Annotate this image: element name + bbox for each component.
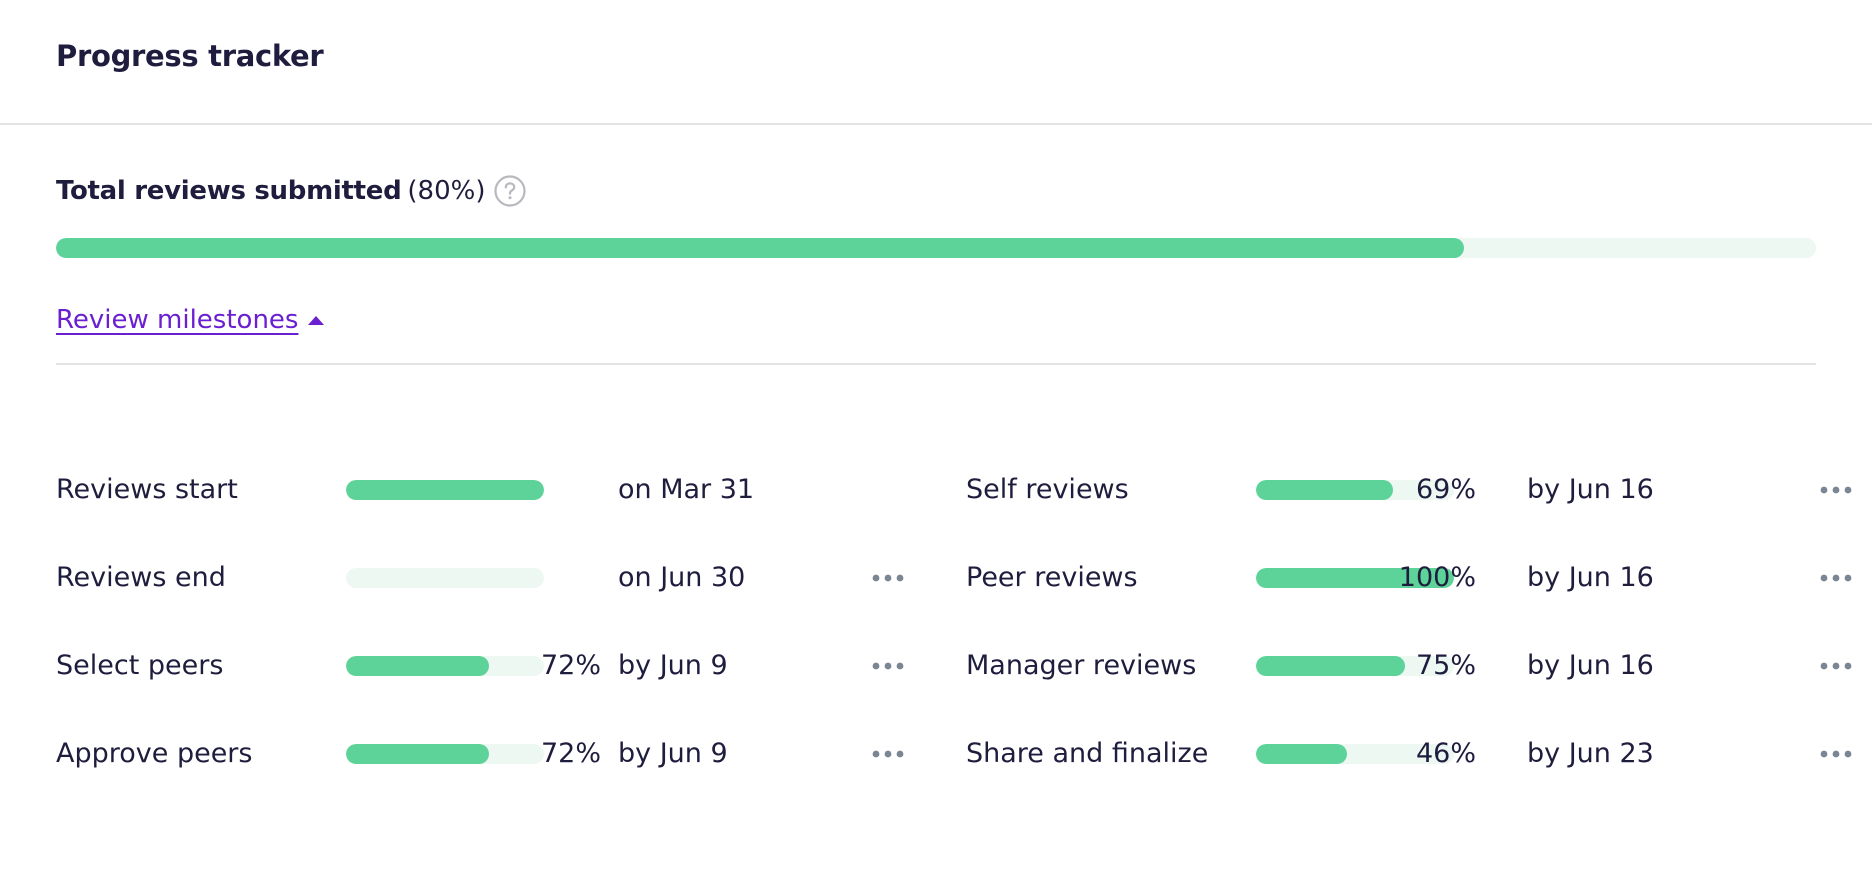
milestone-row: Manager reviews 75% by Jun 16: [966, 646, 1852, 686]
milestone-progress-bar: [1256, 568, 1454, 588]
milestone-row: Self reviews 69% by Jun 16: [966, 470, 1852, 510]
milestone-progress-fill: [1256, 568, 1454, 588]
milestone-date: by Jun 23: [1527, 738, 1654, 769]
milestone-date: on Jun 30: [618, 562, 746, 593]
milestone-date: by Jun 9: [618, 650, 728, 681]
ellipsis-icon: [872, 662, 904, 670]
milestone-progress-bar: [346, 656, 544, 676]
milestone-label: Select peers: [56, 650, 224, 681]
milestone-label: Peer reviews: [966, 562, 1138, 593]
milestone-row: Reviews start on Mar 31: [56, 470, 936, 510]
milestone-date: by Jun 9: [618, 738, 728, 769]
more-options-icon[interactable]: [1816, 558, 1856, 598]
milestone-progress-fill: [346, 480, 544, 500]
milestone-date: by Jun 16: [1527, 474, 1654, 505]
milestone-percent: 100%: [1398, 562, 1476, 593]
ellipsis-icon: [1820, 750, 1852, 758]
milestone-row: Share and finalize 46% by Jun 23: [966, 734, 1852, 774]
milestone-label: Reviews end: [56, 562, 226, 593]
more-options-icon[interactable]: [1816, 734, 1856, 774]
card-header: Progress tracker: [0, 0, 1872, 125]
caret-up-icon[interactable]: [306, 314, 326, 326]
ellipsis-icon: [872, 574, 904, 582]
milestone-label: Manager reviews: [966, 650, 1197, 681]
milestone-progress-bar: [346, 568, 544, 588]
milestone-progress-fill: [346, 656, 489, 676]
milestone-label: Approve peers: [56, 738, 253, 769]
card-content: Total reviews submitted (80%) Review mil…: [0, 171, 1872, 365]
milestone-percent: 69%: [1415, 474, 1476, 505]
milestone-date: by Jun 16: [1527, 650, 1654, 681]
milestone-label: Reviews start: [56, 474, 238, 505]
milestone-row: Approve peers 72% by Jun 9: [56, 734, 936, 774]
milestone-progress-bar: [346, 744, 544, 764]
milestone-row: Peer reviews 100% by Jun 16: [966, 558, 1852, 598]
ellipsis-icon: [1820, 574, 1852, 582]
milestone-percent: 72%: [540, 650, 601, 681]
milestone-date: on Mar 31: [618, 474, 755, 505]
more-options-icon[interactable]: [868, 558, 908, 598]
more-options-icon[interactable]: [868, 646, 908, 686]
milestones-toggle-row: Review milestones: [56, 300, 1816, 340]
ellipsis-icon: [1820, 486, 1852, 494]
milestone-progress-fill: [346, 744, 489, 764]
milestone-label: Share and finalize: [966, 738, 1209, 769]
milestone-progress-fill: [1256, 656, 1405, 676]
milestone-percent: 72%: [540, 738, 601, 769]
ellipsis-icon: [1820, 662, 1852, 670]
milestone-progress-bar: [1256, 480, 1454, 500]
total-reviews-row: Total reviews submitted (80%): [56, 171, 1816, 211]
ellipsis-icon: [872, 750, 904, 758]
section-divider: [56, 363, 1816, 365]
total-progress-fill: [56, 238, 1464, 258]
total-reviews-label: Total reviews submitted: [56, 176, 402, 206]
milestone-progress-fill: [1256, 480, 1393, 500]
milestone-progress-bar: [1256, 656, 1454, 676]
more-options-icon[interactable]: [1816, 470, 1856, 510]
page-title: Progress tracker: [56, 38, 324, 73]
milestone-date: by Jun 16: [1527, 562, 1654, 593]
milestone-progress-bar: [346, 480, 544, 500]
more-options-icon[interactable]: [1816, 646, 1856, 686]
milestone-row: Select peers 72% by Jun 9: [56, 646, 936, 686]
milestone-row: Reviews end on Jun 30: [56, 558, 936, 598]
total-reviews-percent: (80%): [407, 176, 486, 206]
milestone-label: Self reviews: [966, 474, 1129, 505]
review-milestones-link[interactable]: Review milestones: [56, 305, 299, 335]
more-options-icon[interactable]: [868, 734, 908, 774]
milestone-percent: 46%: [1415, 738, 1476, 769]
milestone-progress-fill: [1256, 744, 1348, 764]
help-circle-icon[interactable]: [493, 174, 527, 208]
milestone-percent: 75%: [1415, 650, 1476, 681]
total-progress-bar: [56, 238, 1816, 258]
milestone-progress-bar: [1256, 744, 1454, 764]
